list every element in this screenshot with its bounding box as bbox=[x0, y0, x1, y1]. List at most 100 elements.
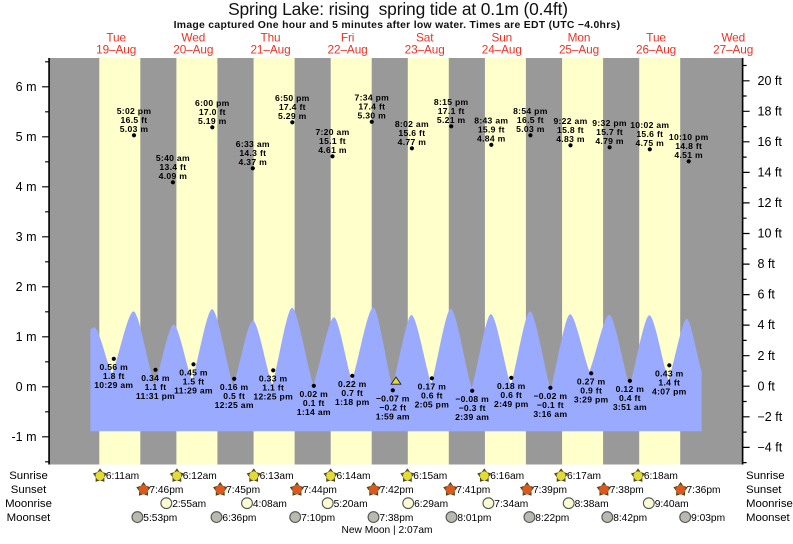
svg-text:14.3 ft: 14.3 ft bbox=[239, 148, 266, 158]
svg-text:Moonset: Moonset bbox=[746, 512, 791, 524]
svg-text:8:01pm: 8:01pm bbox=[457, 513, 491, 524]
svg-text:7:44pm: 7:44pm bbox=[303, 485, 337, 496]
svg-text:4.84 m: 4.84 m bbox=[477, 133, 506, 143]
svg-text:22–Aug: 22–Aug bbox=[328, 43, 368, 57]
svg-text:6:18am: 6:18am bbox=[644, 471, 678, 482]
svg-text:Tue: Tue bbox=[646, 30, 666, 44]
svg-text:0 ft: 0 ft bbox=[758, 379, 776, 393]
svg-text:0.02 m: 0.02 m bbox=[300, 389, 329, 399]
svg-text:1.5 ft: 1.5 ft bbox=[183, 376, 205, 386]
svg-text:1.1 ft: 1.1 ft bbox=[262, 382, 284, 392]
svg-text:1 m: 1 m bbox=[16, 330, 37, 344]
svg-text:7:10pm: 7:10pm bbox=[301, 513, 335, 524]
svg-text:−0.1 ft: −0.1 ft bbox=[537, 400, 564, 410]
svg-text:5 m: 5 m bbox=[16, 130, 37, 144]
svg-text:-1 m: -1 m bbox=[12, 430, 37, 444]
svg-text:0.33 m: 0.33 m bbox=[259, 373, 288, 383]
svg-text:0.43 m: 0.43 m bbox=[655, 368, 684, 378]
svg-text:Thu: Thu bbox=[260, 30, 280, 44]
svg-text:6 ft: 6 ft bbox=[758, 288, 776, 302]
svg-text:Mon: Mon bbox=[568, 30, 591, 44]
svg-text:2:49 pm: 2:49 pm bbox=[494, 399, 529, 409]
svg-text:−0.08 m: −0.08 m bbox=[455, 394, 489, 404]
svg-text:10 ft: 10 ft bbox=[758, 227, 783, 241]
svg-text:6:50 pm: 6:50 pm bbox=[275, 93, 310, 103]
svg-text:1.1 ft: 1.1 ft bbox=[145, 382, 167, 392]
svg-text:1:59 am: 1:59 am bbox=[376, 411, 410, 421]
svg-text:7:45pm: 7:45pm bbox=[226, 485, 260, 496]
svg-text:5.29 m: 5.29 m bbox=[278, 111, 307, 121]
svg-text:2 m: 2 m bbox=[16, 280, 37, 294]
svg-text:27–Aug: 27–Aug bbox=[713, 43, 753, 57]
svg-text:6:17am: 6:17am bbox=[567, 471, 601, 482]
svg-text:0.56 m: 0.56 m bbox=[100, 362, 129, 372]
svg-text:1:14 am: 1:14 am bbox=[297, 407, 331, 417]
svg-text:6:16am: 6:16am bbox=[490, 471, 524, 482]
svg-text:5:20am: 5:20am bbox=[334, 499, 368, 510]
svg-text:Tue: Tue bbox=[106, 30, 126, 44]
svg-text:16 ft: 16 ft bbox=[758, 135, 783, 149]
svg-text:−0.2 ft: −0.2 ft bbox=[379, 402, 406, 412]
svg-text:4.51 m: 4.51 m bbox=[674, 150, 703, 160]
svg-text:Wed: Wed bbox=[181, 30, 205, 44]
svg-text:6:36pm: 6:36pm bbox=[222, 513, 256, 524]
svg-text:3 m: 3 m bbox=[16, 230, 37, 244]
svg-text:0.9 ft: 0.9 ft bbox=[580, 385, 602, 395]
svg-text:Moonrise: Moonrise bbox=[5, 498, 52, 510]
svg-text:14 ft: 14 ft bbox=[758, 166, 783, 180]
svg-text:0.17 m: 0.17 m bbox=[418, 381, 447, 391]
svg-text:6 m: 6 m bbox=[16, 80, 37, 94]
svg-text:4:08am: 4:08am bbox=[253, 499, 287, 510]
svg-text:4 m: 4 m bbox=[16, 180, 37, 194]
svg-text:4 ft: 4 ft bbox=[758, 318, 776, 332]
svg-text:8:38am: 8:38am bbox=[575, 499, 609, 510]
svg-text:−0.02 m: −0.02 m bbox=[533, 391, 567, 401]
svg-text:8:22pm: 8:22pm bbox=[535, 513, 569, 524]
svg-text:6:00 pm: 6:00 pm bbox=[195, 98, 230, 108]
svg-text:21–Aug: 21–Aug bbox=[250, 43, 290, 57]
svg-text:0.18 m: 0.18 m bbox=[497, 381, 526, 391]
svg-text:15.9 ft: 15.9 ft bbox=[478, 124, 505, 134]
svg-text:17.1 ft: 17.1 ft bbox=[438, 106, 465, 116]
svg-text:12:25 pm: 12:25 pm bbox=[253, 391, 293, 401]
svg-text:−0.07 m: −0.07 m bbox=[376, 393, 410, 403]
svg-text:12:25 am: 12:25 am bbox=[215, 400, 254, 410]
svg-text:8:54 pm: 8:54 pm bbox=[513, 106, 548, 116]
svg-text:10:29 am: 10:29 am bbox=[94, 380, 133, 390]
svg-text:2:05 pm: 2:05 pm bbox=[415, 399, 450, 409]
svg-text:6:14am: 6:14am bbox=[337, 471, 371, 482]
svg-text:4.75 m: 4.75 m bbox=[636, 138, 665, 148]
svg-text:3:51 am: 3:51 am bbox=[613, 402, 647, 412]
svg-text:9:22 am: 9:22 am bbox=[553, 116, 587, 126]
svg-text:15.1 ft: 15.1 ft bbox=[319, 136, 346, 146]
svg-text:0.1 ft: 0.1 ft bbox=[303, 398, 325, 408]
svg-text:Wed: Wed bbox=[721, 30, 745, 44]
svg-text:11:31 pm: 11:31 pm bbox=[136, 391, 175, 401]
svg-text:8:43 am: 8:43 am bbox=[474, 115, 508, 125]
svg-text:2 ft: 2 ft bbox=[758, 349, 776, 363]
svg-text:15.6 ft: 15.6 ft bbox=[398, 128, 425, 138]
svg-text:Moonrise: Moonrise bbox=[746, 498, 793, 510]
svg-text:6:13am: 6:13am bbox=[260, 471, 294, 482]
svg-text:8 ft: 8 ft bbox=[758, 257, 776, 271]
svg-text:6:29am: 6:29am bbox=[414, 499, 448, 510]
svg-text:7:38pm: 7:38pm bbox=[610, 485, 644, 496]
svg-text:Sunset: Sunset bbox=[11, 484, 47, 496]
svg-text:5:02 pm: 5:02 pm bbox=[117, 106, 152, 116]
svg-text:6:11am: 6:11am bbox=[106, 471, 139, 482]
svg-text:0.5 ft: 0.5 ft bbox=[223, 391, 245, 401]
svg-text:1.8 ft: 1.8 ft bbox=[103, 371, 125, 381]
svg-text:15.8 ft: 15.8 ft bbox=[557, 125, 584, 135]
svg-text:7:34am: 7:34am bbox=[494, 499, 528, 510]
svg-text:Sunset: Sunset bbox=[746, 484, 782, 496]
svg-text:0.12 m: 0.12 m bbox=[616, 384, 645, 394]
svg-text:5:53pm: 5:53pm bbox=[143, 513, 177, 524]
svg-text:16.5 ft: 16.5 ft bbox=[121, 115, 148, 125]
svg-text:Sunrise: Sunrise bbox=[9, 470, 48, 482]
svg-text:4.09 m: 4.09 m bbox=[159, 171, 188, 181]
svg-text:7:46pm: 7:46pm bbox=[149, 485, 183, 496]
svg-text:2:39 am: 2:39 am bbox=[455, 412, 489, 422]
svg-text:0.34 m: 0.34 m bbox=[141, 373, 170, 383]
svg-text:5:40 am: 5:40 am bbox=[156, 153, 190, 163]
svg-text:12 ft: 12 ft bbox=[758, 196, 783, 210]
